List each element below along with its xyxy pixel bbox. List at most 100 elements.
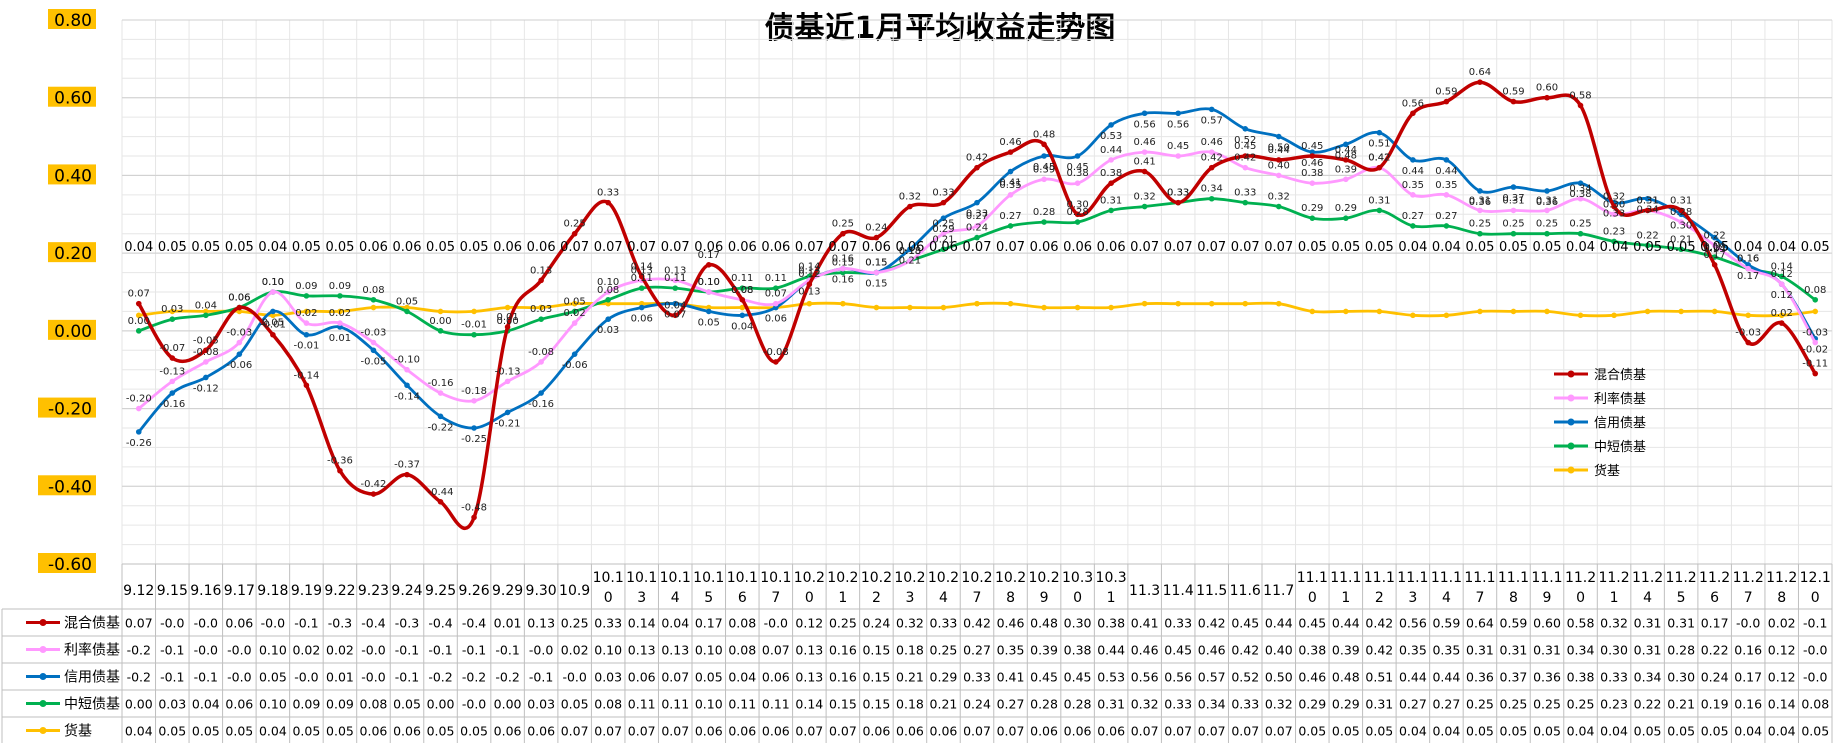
data-point	[1678, 246, 1684, 253]
y-tick-highlight	[48, 319, 96, 340]
data-point	[1208, 300, 1215, 307]
data-label: -0.22	[428, 422, 454, 433]
table-cell: 0.11	[628, 697, 656, 712]
data-point	[135, 328, 142, 334]
data-point	[1074, 211, 1081, 218]
table-cell: 0.39	[1332, 643, 1360, 658]
data-label: 0.08	[362, 285, 384, 296]
data-point	[1678, 207, 1684, 214]
table-cell: 0.40	[1265, 643, 1293, 658]
x-tick-label-wrap: 6	[1710, 590, 1719, 606]
data-label: 0.04	[1734, 240, 1763, 255]
data-point	[571, 320, 578, 326]
data-point	[739, 304, 746, 311]
data-point	[974, 300, 980, 307]
table-cell: 0.11	[762, 697, 790, 712]
data-label: 0.05	[698, 317, 720, 328]
x-tick-label: 9.17	[224, 583, 255, 599]
data-point	[1443, 223, 1450, 229]
data-label: 0.06	[1063, 240, 1092, 255]
data-label: 0.33	[932, 188, 954, 199]
x-tick-label: 10.2	[861, 570, 892, 586]
data-point	[873, 304, 880, 311]
data-label: 0.02	[295, 308, 317, 319]
data-label: 0.42	[1368, 153, 1390, 164]
table-cell: -0.1	[294, 616, 318, 631]
data-point	[203, 374, 209, 381]
data-label: 0.34	[1569, 184, 1591, 195]
x-tick-label: 10.9	[559, 583, 590, 599]
data-label: 0.04	[1566, 240, 1595, 255]
data-point	[1275, 133, 1282, 140]
data-label: 0.38	[1569, 189, 1591, 200]
table-cell: -0.0	[361, 643, 385, 658]
table-cell: -0.2	[495, 670, 519, 685]
x-tick-label: 11.5	[1196, 583, 1227, 599]
chart-title: 债基近1月平均收益走势图	[765, 11, 1116, 46]
data-point	[907, 304, 913, 311]
data-label: 0.05	[1465, 240, 1494, 255]
data-point	[471, 514, 477, 521]
table-cell: 0.25	[1500, 697, 1528, 712]
data-label: 0.03	[530, 304, 552, 315]
data-label: 0.03	[161, 304, 183, 315]
data-label: 0.25	[1469, 219, 1491, 230]
table-cell: 0.06	[225, 616, 253, 631]
table-cell: 0.11	[728, 697, 756, 712]
x-tick-label: 10.2	[928, 570, 959, 586]
table-cell: 0.34	[1198, 697, 1226, 712]
table-cell: 0.59	[1500, 616, 1528, 631]
table-cell: 0.13	[628, 643, 656, 658]
table-cell: 0.19	[1701, 697, 1729, 712]
data-label: 0.02	[329, 308, 351, 319]
data-label: 0.06	[228, 293, 250, 304]
data-point	[571, 230, 578, 237]
data-point	[1711, 308, 1718, 315]
table-cell: 0.10	[259, 697, 287, 712]
x-tick-label: 11.2	[1598, 570, 1629, 586]
x-tick-label: 10.2	[995, 570, 1026, 586]
x-tick-label: 10.2	[827, 570, 858, 586]
data-label: 0.06	[929, 240, 958, 255]
data-point	[940, 246, 947, 253]
data-label: -0.18	[461, 386, 487, 397]
data-point	[1074, 304, 1081, 311]
table-cell: -0.4	[428, 616, 452, 631]
table-cell: 0.03	[527, 697, 555, 712]
table-cell: 0.08	[360, 697, 388, 712]
table-cell: -0.0	[361, 670, 385, 685]
table-cell: -0.0	[294, 670, 318, 685]
table-cell: 0.35	[1399, 643, 1427, 658]
table-cell: 0.59	[1432, 616, 1460, 631]
data-point	[1544, 230, 1550, 237]
data-point	[1410, 192, 1416, 198]
data-point	[1778, 281, 1785, 288]
data-point	[169, 355, 176, 361]
data-point	[739, 296, 746, 303]
data-label: 0.29	[1335, 203, 1357, 214]
data-point	[907, 258, 913, 264]
data-label: 0.25	[1502, 219, 1524, 230]
data-point	[538, 359, 544, 365]
data-point	[471, 398, 477, 404]
data-label: 0.04	[1767, 240, 1796, 255]
data-point	[1242, 199, 1249, 206]
data-label: 0.24	[865, 223, 887, 234]
data-label: 0.57	[1201, 115, 1223, 126]
data-label: 0.23	[1603, 226, 1625, 237]
data-point	[907, 203, 913, 210]
data-point	[940, 215, 947, 221]
data-point	[1041, 176, 1047, 183]
data-point	[1745, 262, 1751, 268]
data-label: 0.16	[1737, 254, 1759, 265]
y-tick-label: 0.20	[54, 244, 92, 264]
data-point	[806, 281, 813, 288]
data-point	[1376, 207, 1383, 214]
table-cell: 0.48	[1332, 670, 1360, 685]
x-tick-label: 11.1	[1531, 570, 1562, 586]
data-label: -0.25	[461, 434, 487, 445]
y-tick-highlight	[38, 475, 96, 496]
y-tick-highlight	[48, 242, 96, 263]
data-label: 0.04	[124, 240, 153, 255]
data-label: 0.13	[798, 265, 820, 276]
